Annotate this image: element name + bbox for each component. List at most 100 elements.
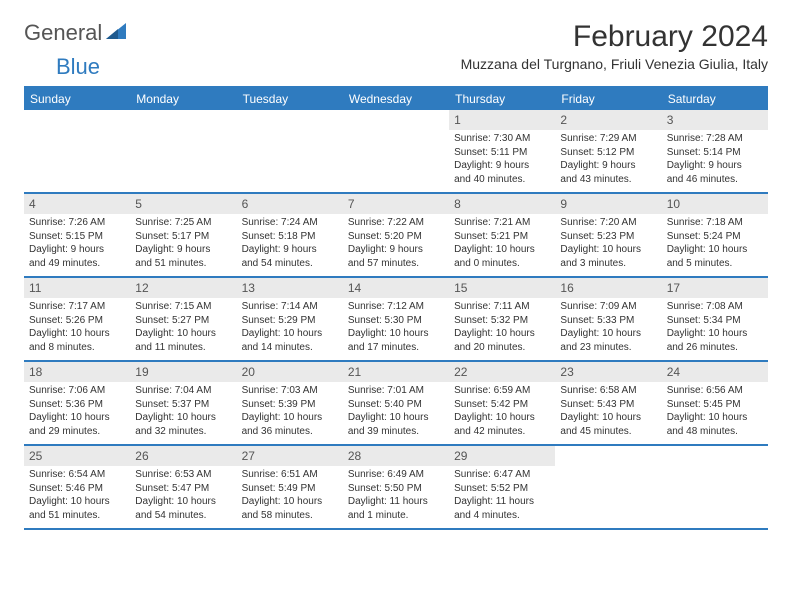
day-info-line: Daylight: 10 hours bbox=[242, 495, 338, 509]
week-row: 18 Sunrise: 7:06 AMSunset: 5:36 PM Dayligh… bbox=[24, 362, 768, 446]
day-header-sun: Sunday bbox=[24, 88, 130, 110]
day-info: Sunrise: 7:26 AMSunset: 5:15 PMDaylight:… bbox=[29, 216, 125, 270]
day-number: 18 bbox=[24, 362, 130, 382]
day-info-line: Sunset: 5:39 PM bbox=[242, 398, 338, 412]
day-number: 21 bbox=[343, 362, 449, 382]
day-info-line: Sunset: 5:46 PM bbox=[29, 482, 125, 496]
day-info-line: Sunrise: 7:06 AM bbox=[29, 384, 125, 398]
day-number: 14 bbox=[343, 278, 449, 298]
day-info: Sunrise: 7:12 AMSunset: 5:30 PMDaylight:… bbox=[348, 300, 444, 354]
day-info: Sunrise: 6:59 AMSunset: 5:42 PMDaylight:… bbox=[454, 384, 550, 438]
day-info-line: Sunrise: 7:11 AM bbox=[454, 300, 550, 314]
day-info-line: Sunrise: 6:54 AM bbox=[29, 468, 125, 482]
day-number: 23 bbox=[555, 362, 661, 382]
day-info: Sunrise: 7:25 AMSunset: 5:17 PMDaylight:… bbox=[135, 216, 231, 270]
day-info: Sunrise: 7:15 AMSunset: 5:27 PMDaylight:… bbox=[135, 300, 231, 354]
day-number: 6 bbox=[237, 194, 343, 214]
day-info-line: Sunset: 5:24 PM bbox=[667, 230, 763, 244]
day-info-line: Sunset: 5:12 PM bbox=[560, 146, 656, 160]
day-info-line: Sunset: 5:33 PM bbox=[560, 314, 656, 328]
day-info: Sunrise: 7:09 AMSunset: 5:33 PMDaylight:… bbox=[560, 300, 656, 354]
day-info-line: Sunrise: 7:09 AM bbox=[560, 300, 656, 314]
day-info-line: and 43 minutes. bbox=[560, 173, 656, 187]
day-info-line: Sunrise: 7:04 AM bbox=[135, 384, 231, 398]
day-cell: 28Sunrise: 6:49 AMSunset: 5:50 PMDayligh… bbox=[343, 446, 449, 528]
day-info-line: Sunset: 5:30 PM bbox=[348, 314, 444, 328]
day-info-line: Daylight: 10 hours bbox=[348, 411, 444, 425]
day-info-line: Sunrise: 6:47 AM bbox=[454, 468, 550, 482]
day-info-line: Sunrise: 7:14 AM bbox=[242, 300, 338, 314]
day-info-line: Sunset: 5:32 PM bbox=[454, 314, 550, 328]
day-number: 16 bbox=[555, 278, 661, 298]
day-header-tue: Tuesday bbox=[237, 88, 343, 110]
day-info-line: Daylight: 9 hours bbox=[348, 243, 444, 257]
day-info: Sunrise: 6:58 AMSunset: 5:43 PMDaylight:… bbox=[560, 384, 656, 438]
weeks-container: 1Sunrise: 7:30 AMSunset: 5:11 PMDaylight… bbox=[24, 110, 768, 530]
day-cell: 6Sunrise: 7:24 AMSunset: 5:18 PMDaylight… bbox=[237, 194, 343, 276]
day-info: Sunrise: 7:29 AMSunset: 5:12 PMDaylight:… bbox=[560, 132, 656, 186]
day-cell: 16Sunrise: 7:09 AMSunset: 5:33 PMDayligh… bbox=[555, 278, 661, 360]
day-info-line: Daylight: 10 hours bbox=[29, 327, 125, 341]
day-cell: 12Sunrise: 7:15 AMSunset: 5:27 PMDayligh… bbox=[130, 278, 236, 360]
day-info-line: Daylight: 10 hours bbox=[348, 327, 444, 341]
day-cell bbox=[130, 110, 236, 192]
day-cell: 14Sunrise: 7:12 AMSunset: 5:30 PMDayligh… bbox=[343, 278, 449, 360]
day-info-line: and 14 minutes. bbox=[242, 341, 338, 355]
day-info-line: and 36 minutes. bbox=[242, 425, 338, 439]
day-info-line: Sunset: 5:21 PM bbox=[454, 230, 550, 244]
day-info-line: Sunset: 5:26 PM bbox=[29, 314, 125, 328]
day-cell: 9Sunrise: 7:20 AMSunset: 5:23 PMDaylight… bbox=[555, 194, 661, 276]
day-info-line: Sunset: 5:36 PM bbox=[29, 398, 125, 412]
day-info-line: and 48 minutes. bbox=[667, 425, 763, 439]
day-info-line: and 58 minutes. bbox=[242, 509, 338, 523]
day-cell: 20Sunrise: 7:03 AMSunset: 5:39 PMDayligh… bbox=[237, 362, 343, 444]
day-info-line: and 45 minutes. bbox=[560, 425, 656, 439]
day-info: Sunrise: 7:22 AMSunset: 5:20 PMDaylight:… bbox=[348, 216, 444, 270]
day-cell: 4Sunrise: 7:26 AMSunset: 5:15 PMDaylight… bbox=[24, 194, 130, 276]
day-info-line: and 4 minutes. bbox=[454, 509, 550, 523]
location-text: Muzzana del Turgnano, Friuli Venezia Giu… bbox=[461, 56, 768, 72]
day-info-line: and 49 minutes. bbox=[29, 257, 125, 271]
day-info-line: and 1 minute. bbox=[348, 509, 444, 523]
day-cell: 24Sunrise: 6:56 AMSunset: 5:45 PMDayligh… bbox=[662, 362, 768, 444]
day-info-line: Daylight: 11 hours bbox=[454, 495, 550, 509]
day-info-line: Daylight: 10 hours bbox=[560, 243, 656, 257]
day-cell bbox=[24, 110, 130, 192]
day-number: 22 bbox=[449, 362, 555, 382]
brand-name-part2: Blue bbox=[56, 54, 100, 79]
day-info-line: Sunrise: 6:51 AM bbox=[242, 468, 338, 482]
day-info-line: Daylight: 10 hours bbox=[29, 495, 125, 509]
day-info-line: Sunrise: 6:59 AM bbox=[454, 384, 550, 398]
day-number: 17 bbox=[662, 278, 768, 298]
day-info-line: Daylight: 10 hours bbox=[667, 411, 763, 425]
day-number: 10 bbox=[662, 194, 768, 214]
day-info-line: and 0 minutes. bbox=[454, 257, 550, 271]
day-info-line: and 23 minutes. bbox=[560, 341, 656, 355]
day-info-line: Sunrise: 7:08 AM bbox=[667, 300, 763, 314]
day-info-line: Daylight: 9 hours bbox=[135, 243, 231, 257]
day-info-line: Sunset: 5:43 PM bbox=[560, 398, 656, 412]
day-cell: 8Sunrise: 7:21 AMSunset: 5:21 PMDaylight… bbox=[449, 194, 555, 276]
day-info-line: and 3 minutes. bbox=[560, 257, 656, 271]
brand-triangle-icon bbox=[106, 23, 126, 44]
day-info-line: Sunset: 5:15 PM bbox=[29, 230, 125, 244]
day-cell bbox=[237, 110, 343, 192]
day-info-line: Sunrise: 6:56 AM bbox=[667, 384, 763, 398]
day-info-line: Daylight: 10 hours bbox=[667, 243, 763, 257]
day-info-line: and 20 minutes. bbox=[454, 341, 550, 355]
day-info: Sunrise: 6:49 AMSunset: 5:50 PMDaylight:… bbox=[348, 468, 444, 522]
day-info-line: and 11 minutes. bbox=[135, 341, 231, 355]
day-info: Sunrise: 6:51 AMSunset: 5:49 PMDaylight:… bbox=[242, 468, 338, 522]
day-info-line: Daylight: 10 hours bbox=[135, 411, 231, 425]
day-info-line: Sunset: 5:42 PM bbox=[454, 398, 550, 412]
day-info-line: Sunrise: 6:49 AM bbox=[348, 468, 444, 482]
week-row: 4Sunrise: 7:26 AMSunset: 5:15 PMDaylight… bbox=[24, 194, 768, 278]
day-number: 9 bbox=[555, 194, 661, 214]
calendar-page: General February 2024 Muzzana del Turgna… bbox=[0, 0, 792, 550]
month-title: February 2024 bbox=[461, 20, 768, 54]
day-info-line: and 51 minutes. bbox=[135, 257, 231, 271]
day-number: 29 bbox=[449, 446, 555, 466]
day-info-line: Sunrise: 7:18 AM bbox=[667, 216, 763, 230]
day-info-line: Sunset: 5:34 PM bbox=[667, 314, 763, 328]
day-info-line: Sunrise: 7:25 AM bbox=[135, 216, 231, 230]
